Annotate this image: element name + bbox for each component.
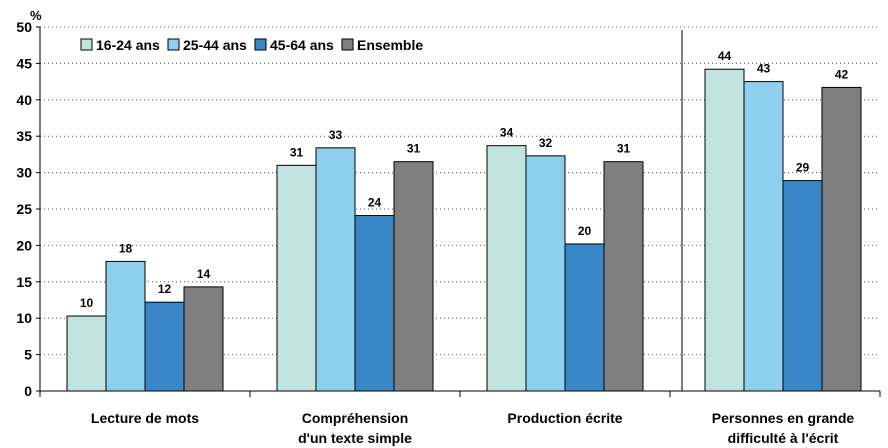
legend-swatch [341,38,354,51]
x-tick-label: Personnes en grande [712,410,855,426]
y-tick-label: 25 [16,201,32,217]
bar [144,301,185,392]
bar [105,260,146,392]
bar [743,81,784,392]
y-tick-label: 35 [16,128,32,144]
y-tick-label: 45 [16,55,32,71]
x-tick-label: d'un texte simple [298,430,412,446]
y-axis-label: % [30,8,42,23]
x-tick-label: difficulté à l'écrit [728,430,839,446]
data-label: 42 [835,67,849,81]
legend-label: Ensemble [357,37,423,53]
bar [486,145,527,392]
bar [704,68,745,392]
legend: 16-24 ans 25-44 ans 45-64 ans Ensemble [80,37,423,53]
bar [66,315,107,392]
data-label: 18 [119,241,133,255]
legend-swatch [254,38,267,51]
data-label: 31 [617,142,631,156]
data-label: 20 [578,224,592,238]
legend-swatch [167,38,180,51]
data-label: 12 [158,282,172,296]
data-label: 14 [197,267,211,281]
x-tick-label: Lecture de mots [91,410,199,426]
y-tick-label: 30 [16,165,32,181]
y-tick-label: 0 [24,383,32,399]
y-tick-label: 20 [16,237,32,253]
bar [564,243,605,392]
bar [183,286,224,392]
bar [315,147,356,392]
y-tick-label: 40 [16,92,32,108]
legend-label: 45-64 ans [270,37,334,53]
data-label: 43 [757,62,771,76]
bar [354,215,395,392]
data-label: 29 [796,161,810,175]
y-tick-label: 5 [24,347,32,363]
bar [525,155,566,392]
x-tick-label: Production écrite [507,410,622,426]
legend-label: 25-44 ans [183,37,247,53]
bar [782,180,823,392]
data-label: 34 [500,126,514,140]
bar [821,86,862,392]
data-label: 31 [290,145,304,159]
bar [393,161,434,392]
bars [66,68,862,392]
data-label: 31 [407,142,421,156]
legend-swatch [80,38,93,51]
axes: 0 5 10 15 20 25 30 35 40 45 50% Lecture de mots Comp… [16,8,881,446]
bar [276,164,317,392]
y-tick-label: 10 [16,310,32,326]
data-label: 44 [718,49,732,63]
data-label: 10 [80,296,94,310]
x-tick-label: Compréhension [302,410,409,426]
data-label: 33 [329,128,343,142]
bar [603,161,644,392]
data-label: 24 [368,196,382,210]
legend-label: 16-24 ans [96,37,160,53]
y-tick-label: 50 [16,19,32,35]
data-labels: 10 18 12 14 31 33 24 31 34 32 20 31 44 43 29 42 [80,49,849,310]
y-tick-label: 15 [16,274,32,290]
data-label: 32 [539,136,553,150]
